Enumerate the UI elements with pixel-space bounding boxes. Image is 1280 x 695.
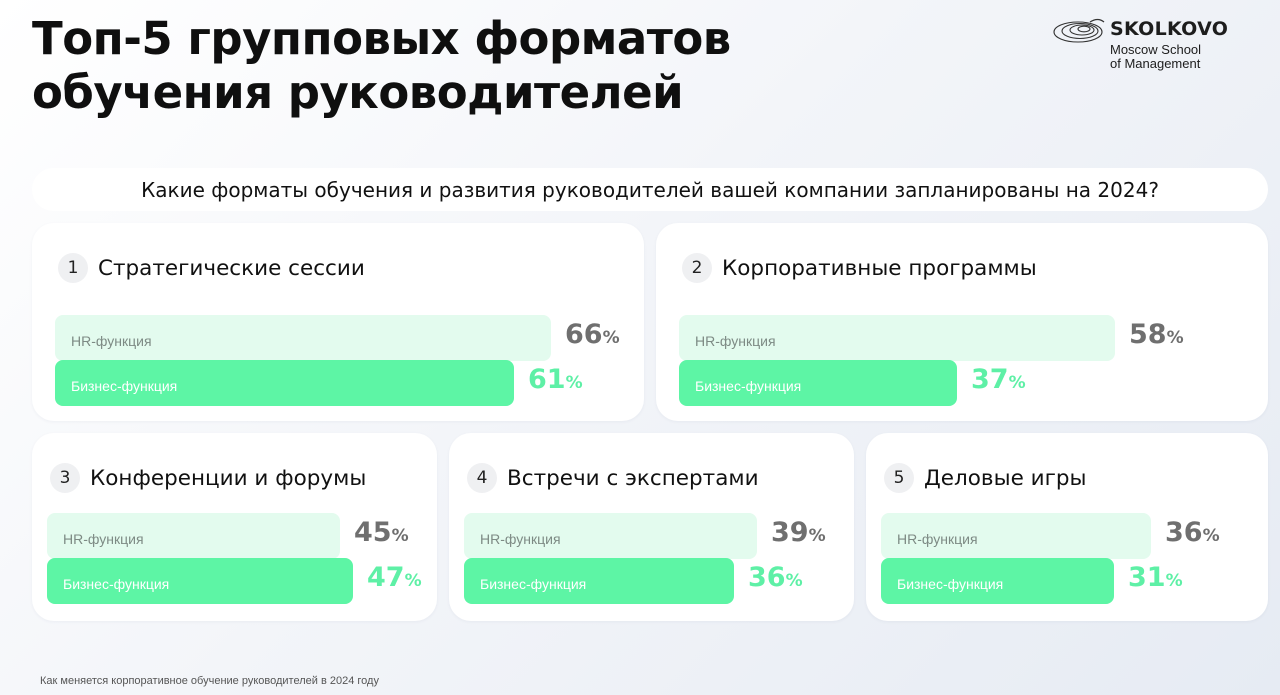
page-title: Топ-5 групповых форматов обучения руково… (32, 12, 731, 120)
format-title: Конференции и форумы (90, 465, 367, 491)
rank-badge: 2 (682, 253, 712, 283)
format-title: Деловые игры (924, 465, 1087, 491)
format-card: 2 Корпоративные программы HR-функция 58% Биз… (656, 223, 1268, 421)
hr-bar: HR-функция (881, 513, 1151, 559)
card-header: 2 Корпоративные программы (682, 253, 1037, 283)
business-bar-label: Бизнес-функция (63, 576, 170, 592)
format-title: Встречи с экспертами (507, 465, 759, 491)
business-bar: Бизнес-функция (679, 360, 957, 406)
card-header: 4 Встречи с экспертами (467, 463, 759, 493)
hr-bar-label: HR-функция (897, 531, 978, 547)
business-bar-label: Бизнес-функция (695, 378, 802, 394)
business-bar-label: Бизнес-функция (897, 576, 1004, 592)
hr-bar-label: HR-функция (480, 531, 561, 547)
rank-badge: 1 (58, 253, 88, 283)
page-title-line-1: Топ-5 групповых форматов (32, 12, 731, 65)
page-title-line-2: обучения руководителей (32, 66, 684, 119)
rank-badge: 3 (50, 463, 80, 493)
business-value-label: 31% (1128, 562, 1183, 593)
hr-bar-label: HR-функция (71, 333, 152, 349)
hr-value-label: 36% (1165, 517, 1220, 548)
business-bar-label: Бизнес-функция (71, 378, 178, 394)
format-card: 4 Встречи с экспертами HR-функция 39% Бизнес… (449, 433, 854, 621)
format-card: 5 Деловые игры HR-функция 36% Бизнес-функция… (866, 433, 1268, 621)
hr-bar-label: HR-функция (63, 531, 144, 547)
card-header: 1 Стратегические сессии (58, 253, 365, 283)
logo-name: SKOLKOVO (1110, 18, 1229, 40)
format-card: 1 Стратегические сессии HR-функция 66% Бизне… (32, 223, 644, 421)
business-bar: Бизнес-функция (881, 558, 1114, 604)
format-card: 3 Конференции и форумы HR-функция 45% Бизнес… (32, 433, 437, 621)
logo-subtitle: Moscow School of Management (1110, 43, 1201, 71)
business-bar: Бизнес-функция (464, 558, 734, 604)
business-bar-label: Бизнес-функция (480, 576, 587, 592)
skolkovo-logo: SKOLKOVO Moscow School of Management (1052, 16, 1252, 72)
business-value-label: 37% (971, 364, 1026, 395)
hr-value-label: 39% (771, 517, 826, 548)
hr-bar: HR-функция (464, 513, 757, 559)
rank-badge: 4 (467, 463, 497, 493)
card-header: 5 Деловые игры (884, 463, 1087, 493)
card-header: 3 Конференции и форумы (50, 463, 366, 493)
survey-question: Какие форматы обучения и развития руково… (32, 168, 1268, 211)
business-value-label: 61% (528, 364, 583, 395)
footer-caption: Как меняется корпоративное обучение руко… (40, 675, 379, 687)
hr-bar: HR-функция (55, 315, 551, 361)
business-value-label: 47% (367, 562, 422, 593)
format-title: Корпоративные программы (722, 255, 1037, 281)
business-bar: Бизнес-функция (47, 558, 353, 604)
rank-badge: 5 (884, 463, 914, 493)
format-title: Стратегические сессии (98, 255, 365, 281)
hr-value-label: 45% (354, 517, 409, 548)
hr-bar: HR-функция (679, 315, 1115, 361)
business-bar: Бизнес-функция (55, 360, 514, 406)
hr-bar-label: HR-функция (695, 333, 776, 349)
hr-bar: HR-функция (47, 513, 340, 559)
hr-value-label: 58% (1129, 319, 1184, 350)
skolkovo-emblem-icon (1053, 18, 1105, 43)
hr-value-label: 66% (565, 319, 620, 350)
logo-subtitle-line-2: of Management (1110, 56, 1201, 71)
logo-subtitle-line-1: Moscow School (1110, 42, 1202, 57)
business-value-label: 36% (748, 562, 803, 593)
